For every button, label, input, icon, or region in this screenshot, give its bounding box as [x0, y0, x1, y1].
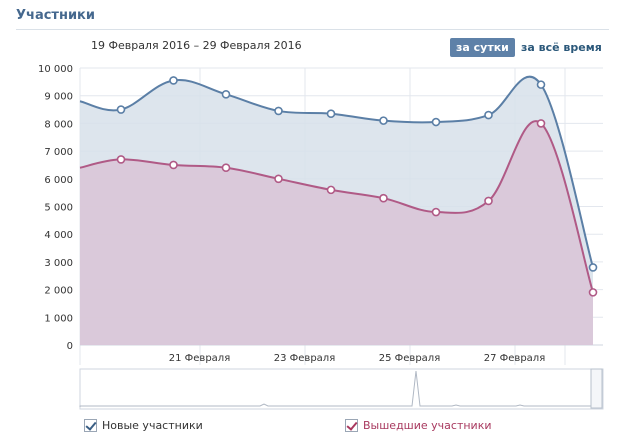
y-tick-label: 2 000: [44, 286, 73, 297]
y-tick-label: 3 000: [44, 258, 73, 269]
x-tick-label: 21 Февраля: [169, 353, 230, 364]
y-tick-label: 5 000: [44, 203, 73, 214]
y-tick-label: 6 000: [44, 175, 73, 186]
navigator-handle: [590, 368, 603, 409]
period-all-time-button[interactable]: за всё время: [521, 41, 602, 54]
legend-new-members[interactable]: Новые участники: [84, 419, 203, 432]
y-tick-label: 7 000: [44, 147, 73, 158]
point-new-members: [484, 110, 493, 120]
point-left-members: [274, 174, 283, 184]
point-new-members: [379, 116, 388, 125]
point-new-members: [116, 105, 126, 114]
legend-left-label: Вышедшие участники: [363, 419, 492, 432]
point-new-members: [588, 263, 598, 272]
point-new-members: [221, 90, 231, 99]
point-new-members: [326, 109, 336, 119]
title-divider: [16, 29, 609, 30]
legend-left-members[interactable]: Вышедшие участники: [345, 419, 492, 432]
date-range: 19 Февраля 2016 – 29 Февраля 2016: [91, 39, 302, 52]
point-new-members: [274, 106, 283, 116]
x-tick-label: 27 Февраля: [484, 353, 545, 364]
y-tick-label: 1 000: [44, 313, 73, 324]
page-title: Участники: [16, 8, 95, 23]
point-left-members: [536, 119, 546, 128]
point-left-members: [326, 185, 336, 195]
point-new-members: [536, 80, 546, 89]
y-tick-label: 8 000: [44, 119, 73, 130]
checkbox-new-members[interactable]: [84, 419, 97, 432]
line-left-members: [79, 120, 594, 293]
checkbox-left-members[interactable]: [345, 419, 358, 432]
area-left-members: [80, 121, 593, 345]
line-new-members: [79, 75, 594, 268]
y-tick-label: 4 000: [44, 230, 73, 241]
navigator-line: [79, 370, 600, 407]
period-day-button[interactable]: за сутки: [450, 38, 515, 57]
point-left-members: [169, 160, 178, 170]
point-left-members: [431, 207, 441, 217]
point-left-members: [116, 155, 126, 164]
y-tick-label: 0: [67, 341, 73, 352]
y-tick-label: 10 000: [38, 64, 73, 75]
navigator-frame: [79, 368, 604, 410]
x-tick-label: 25 Февраля: [379, 353, 440, 364]
x-tick-label: 23 Февраля: [274, 353, 335, 364]
point-left-members: [588, 288, 598, 297]
point-left-members: [484, 196, 493, 206]
point-left-members: [221, 163, 231, 173]
y-tick-label: 9 000: [44, 92, 73, 103]
point-left-members: [379, 193, 388, 203]
legend-new-label: Новые участники: [102, 419, 203, 432]
point-new-members: [169, 76, 178, 85]
point-new-members: [431, 117, 441, 127]
